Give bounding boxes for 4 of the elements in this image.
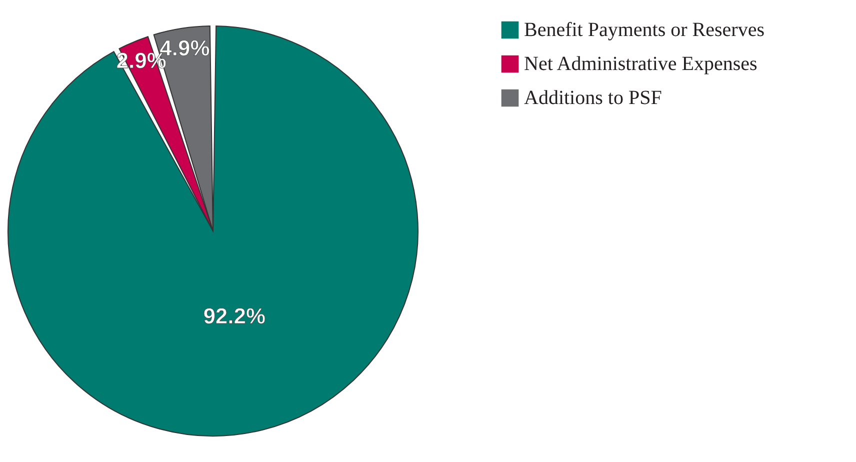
- data-label: 92.2%: [203, 304, 266, 329]
- legend-label: Additions to PSF: [524, 87, 662, 109]
- legend-label: Benefit Payments or Reserves: [524, 19, 765, 41]
- legend-label: Net Administrative Expenses: [524, 53, 758, 75]
